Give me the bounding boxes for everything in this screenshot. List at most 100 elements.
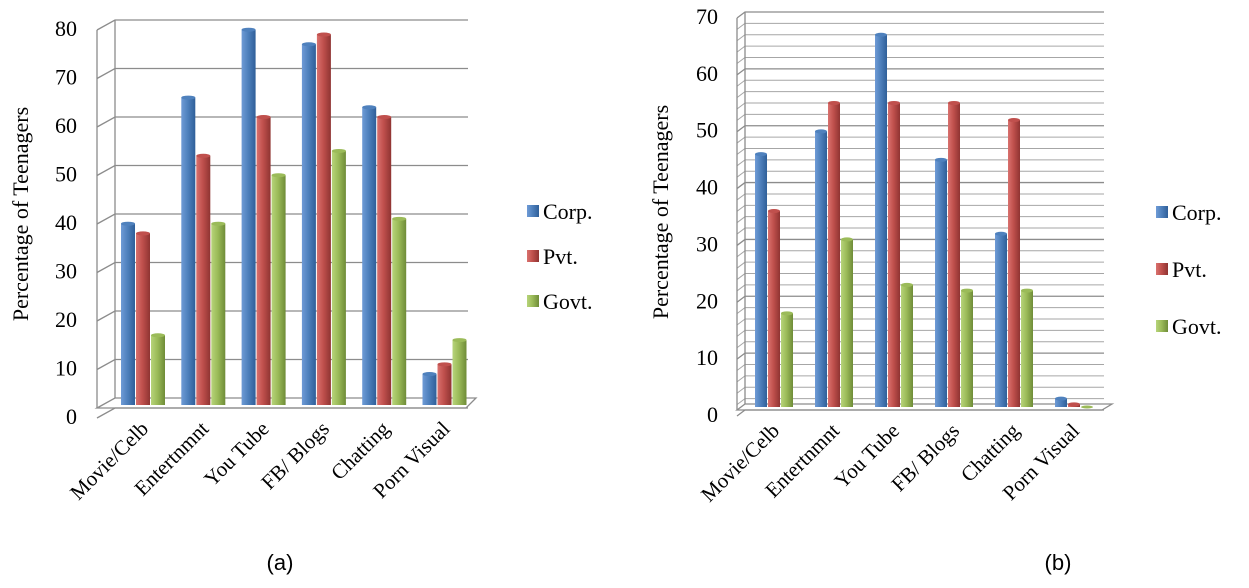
bar bbox=[875, 34, 887, 407]
y-tick-label: 30 bbox=[55, 259, 77, 284]
y-tick-label: 80 bbox=[55, 16, 77, 41]
y-tick-label: 70 bbox=[55, 65, 77, 90]
chart-caption: (a) bbox=[267, 550, 294, 575]
bar bbox=[241, 29, 256, 405]
legend-label: Pvt. bbox=[543, 244, 578, 269]
bar bbox=[1008, 120, 1020, 408]
gridline bbox=[736, 68, 1104, 76]
bar-cap bbox=[995, 231, 1007, 236]
bar bbox=[211, 223, 226, 405]
minor-gridline bbox=[736, 204, 1104, 212]
bar bbox=[935, 159, 947, 407]
bar bbox=[256, 117, 271, 405]
minor-gridline bbox=[736, 56, 1104, 64]
y-tick-label: 0 bbox=[707, 402, 718, 427]
bar-cap bbox=[362, 105, 377, 110]
bar bbox=[961, 290, 973, 407]
gridline bbox=[96, 116, 468, 128]
bar-cap bbox=[437, 362, 452, 367]
minor-gridline bbox=[736, 159, 1104, 167]
minor-gridline bbox=[736, 193, 1104, 201]
y-tick-label: 0 bbox=[66, 404, 77, 429]
minor-gridline bbox=[736, 113, 1104, 121]
bar bbox=[437, 364, 452, 405]
legend-swatch bbox=[1156, 263, 1168, 275]
minor-gridline bbox=[736, 250, 1104, 258]
bar-cap bbox=[948, 100, 960, 105]
bar bbox=[422, 374, 437, 405]
legend-swatch bbox=[527, 295, 539, 307]
minor-gridline bbox=[736, 170, 1104, 178]
gridline bbox=[736, 409, 1104, 417]
y-axis-title: Percentage of Teenagers bbox=[648, 105, 673, 319]
bar bbox=[136, 233, 150, 405]
bar bbox=[196, 155, 211, 405]
gridline bbox=[96, 407, 468, 419]
bar-cap bbox=[1068, 402, 1080, 407]
gridline bbox=[736, 238, 1104, 246]
bar-cap bbox=[392, 216, 407, 221]
legend-swatch bbox=[527, 250, 539, 262]
legend-swatch bbox=[527, 205, 539, 217]
minor-gridline bbox=[736, 45, 1104, 53]
minor-gridline bbox=[736, 102, 1104, 110]
bar bbox=[301, 44, 316, 405]
legend-label: Corp. bbox=[543, 199, 593, 224]
y-tick-label: 40 bbox=[55, 210, 77, 235]
y-tick-label: 20 bbox=[696, 288, 718, 313]
legend-swatch bbox=[1156, 320, 1168, 332]
bar-cap bbox=[828, 100, 840, 105]
bar bbox=[901, 284, 913, 407]
chart-a: 01020304050607080Movie/CelbEntertnmntYou… bbox=[8, 16, 593, 575]
bar-cap bbox=[901, 282, 913, 287]
bar bbox=[841, 239, 853, 407]
bar bbox=[452, 340, 467, 405]
legend-label: Pvt. bbox=[1172, 257, 1207, 282]
legend-label: Govt. bbox=[1172, 314, 1222, 339]
gridline bbox=[96, 19, 468, 31]
bar bbox=[781, 313, 793, 407]
bar bbox=[1055, 398, 1067, 407]
bar-cap bbox=[1055, 396, 1067, 401]
bar bbox=[121, 223, 135, 405]
minor-gridline bbox=[736, 91, 1104, 98]
bar-cap bbox=[301, 42, 316, 47]
bar-cap bbox=[136, 231, 150, 236]
bar bbox=[995, 233, 1007, 407]
bar-cap bbox=[316, 32, 331, 37]
bar-cap bbox=[768, 209, 780, 213]
bar-cap bbox=[196, 153, 211, 158]
minor-gridline bbox=[736, 284, 1104, 292]
y-axis-title: Percentage of Teenagers bbox=[8, 107, 33, 321]
bar-cap bbox=[256, 115, 271, 119]
bar-cap bbox=[181, 95, 196, 100]
y-tick-label: 70 bbox=[696, 4, 718, 29]
gridline bbox=[736, 11, 1104, 19]
bar-cap bbox=[1021, 288, 1033, 293]
bar-cap bbox=[815, 129, 827, 134]
bar-cap bbox=[935, 157, 947, 162]
bar-cap bbox=[151, 333, 165, 338]
bar-cap bbox=[841, 237, 853, 242]
gridline bbox=[736, 181, 1104, 190]
bar-cap bbox=[1008, 118, 1020, 123]
bar-cap bbox=[121, 221, 135, 226]
minor-gridline bbox=[736, 273, 1104, 280]
bar-cap bbox=[1081, 405, 1093, 409]
bar-cap bbox=[211, 221, 226, 226]
y-tick-label: 50 bbox=[696, 118, 718, 143]
bar bbox=[755, 154, 767, 407]
bar bbox=[181, 97, 196, 405]
bar bbox=[888, 102, 900, 407]
minor-gridline bbox=[736, 34, 1104, 42]
bar bbox=[271, 175, 286, 405]
x-axis-floor bbox=[735, 403, 1115, 411]
minor-gridline bbox=[736, 227, 1104, 235]
bar-cap bbox=[888, 100, 900, 105]
bar bbox=[1021, 290, 1033, 407]
bar-cap bbox=[452, 338, 467, 343]
bar-cap bbox=[875, 32, 887, 37]
bar bbox=[948, 102, 960, 407]
minor-gridline bbox=[736, 79, 1104, 87]
